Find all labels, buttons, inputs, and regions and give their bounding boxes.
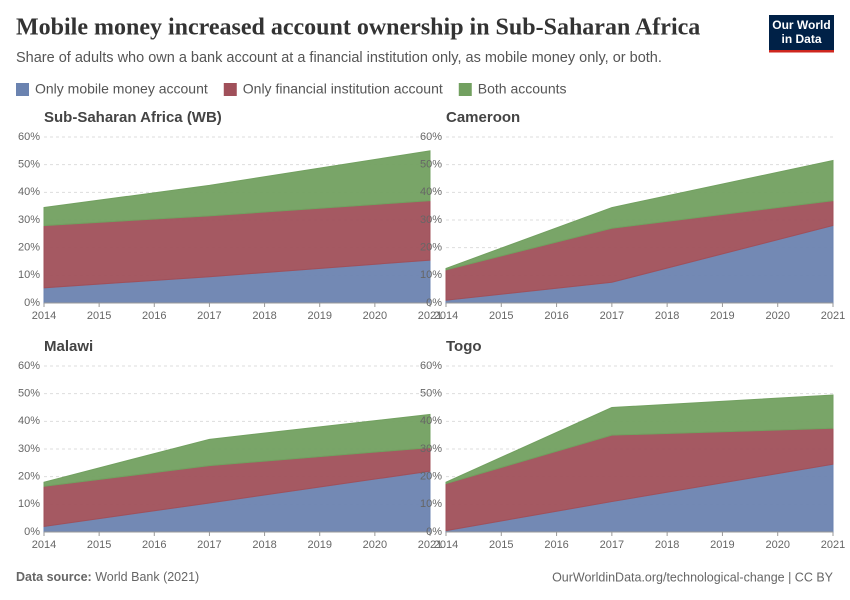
chart-title: Mobile money increased account ownership… [16,15,700,41]
source: Data source: World Bank (2021) [16,570,199,584]
x-tick-label: 2018 [655,310,679,322]
y-tick-label: 10% [420,269,442,281]
y-tick-label: 40% [18,415,40,427]
legend-swatch [223,83,237,96]
x-tick-label: 2017 [197,539,221,551]
source-url[interactable]: OurWorldinData.org/technological-change … [552,570,834,584]
x-tick-label: 2018 [655,539,679,551]
x-tick-label: 2019 [307,310,331,322]
x-tick-label: 2019 [710,539,734,551]
x-tick-label: 2019 [710,310,734,322]
y-tick-label: 60% [420,131,442,143]
area [445,394,834,485]
y-tick-label: 60% [420,360,442,372]
source-label: Data source: [16,570,92,584]
y-tick-label: 40% [18,186,40,198]
y-tick-label: 50% [18,159,40,171]
y-tick-label: 0% [426,526,442,538]
y-tick-label: 40% [420,186,442,198]
x-tick-label: 2016 [544,539,568,551]
y-tick-label: 20% [18,471,40,483]
x-tick-label: 2021 [821,539,845,551]
legend-label: Both accounts [478,81,567,97]
y-tick-label: 30% [420,214,442,226]
y-tick-label: 50% [420,388,442,400]
panel-title: Cameroon [446,109,520,126]
x-tick-label: 2014 [32,310,56,322]
legend-label: Only financial institution account [243,81,443,97]
x-tick-label: 2014 [32,539,56,551]
y-tick-label: 60% [18,360,40,372]
x-tick-label: 2016 [142,539,166,551]
y-tick-label: 0% [24,297,40,309]
x-tick-label: 2014 [434,310,458,322]
x-tick-label: 2021 [821,310,845,322]
area [43,413,431,487]
x-tick-label: 2017 [600,539,624,551]
panel-title: Togo [446,338,482,355]
y-tick-label: 0% [24,526,40,538]
x-tick-label: 2021 [418,539,442,551]
y-tick-label: 40% [420,415,442,427]
x-tick-label: 2019 [307,539,331,551]
x-tick-label: 2015 [489,310,513,322]
logo-text: in Data [781,32,821,46]
y-tick-label: 50% [18,388,40,400]
x-tick-label: 2020 [363,310,387,322]
area [43,150,431,227]
y-tick-label: 60% [18,131,40,143]
y-tick-label: 50% [420,159,442,171]
x-tick-label: 2021 [418,310,442,322]
y-tick-label: 30% [18,214,40,226]
chart-subtitle: Share of adults who own a bank account a… [16,50,662,66]
source-value: World Bank (2021) [95,570,199,584]
x-tick-label: 2015 [87,539,111,551]
legend-swatch [458,83,472,96]
logo-underline [769,50,834,53]
x-tick-label: 2016 [544,310,568,322]
y-tick-label: 30% [18,443,40,455]
y-tick-label: 20% [420,471,442,483]
y-tick-label: 20% [420,242,442,254]
legend-swatch [16,83,29,96]
y-tick-label: 10% [18,269,40,281]
x-tick-label: 2018 [252,310,276,322]
panel-title: Sub-Saharan Africa (WB) [44,109,222,126]
logo-text: Our World [772,18,830,32]
area [445,159,834,271]
x-tick-label: 2017 [600,310,624,322]
y-tick-label: 10% [18,498,40,510]
panel-title: Malawi [44,338,93,355]
x-tick-label: 2020 [363,539,387,551]
x-tick-label: 2016 [142,310,166,322]
y-tick-label: 20% [18,242,40,254]
x-tick-label: 2017 [197,310,221,322]
y-tick-label: 0% [426,297,442,309]
x-tick-label: 2015 [87,310,111,322]
x-tick-label: 2020 [765,539,789,551]
x-tick-label: 2014 [434,539,458,551]
y-tick-label: 10% [420,498,442,510]
x-tick-label: 2015 [489,539,513,551]
logo-box[interactable] [769,15,834,52]
x-tick-label: 2020 [765,310,789,322]
legend-label: Only mobile money account [35,81,208,97]
x-tick-label: 2018 [252,539,276,551]
y-tick-label: 30% [420,443,442,455]
